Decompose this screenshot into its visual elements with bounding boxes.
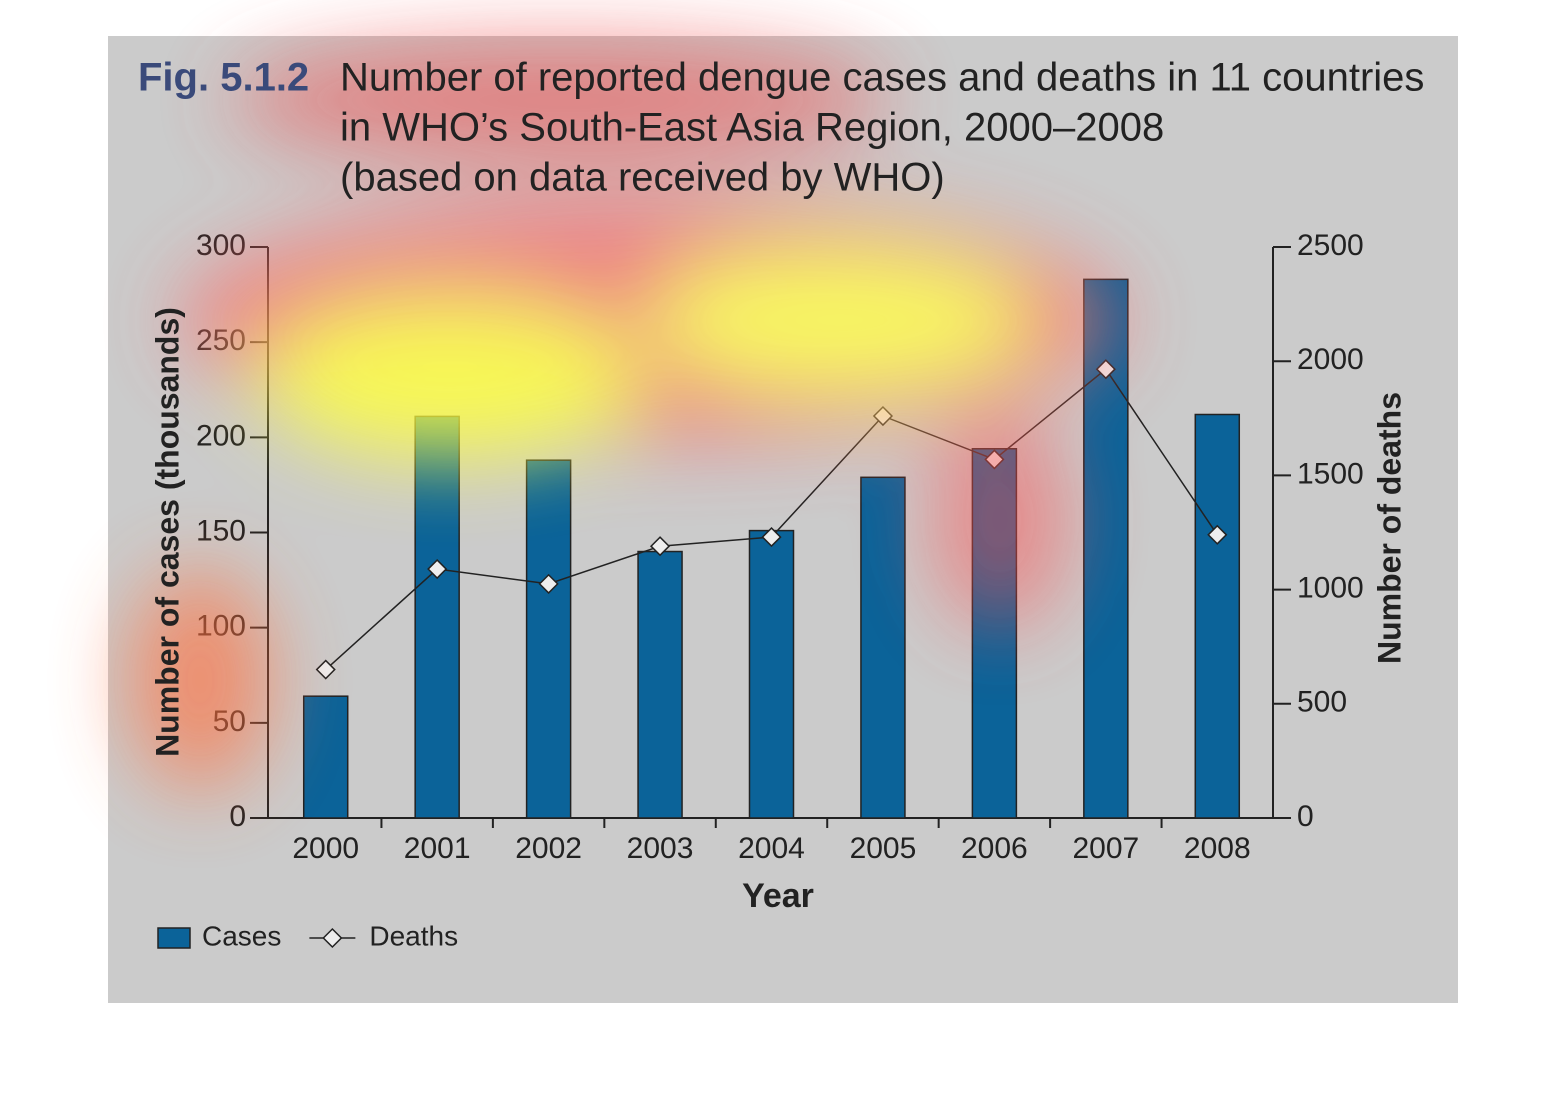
y2-tick-label: 1000: [1297, 572, 1364, 605]
marker: [761, 527, 782, 548]
x-tick-label: 2001: [404, 832, 471, 865]
x-tick-label: 2000: [292, 832, 359, 865]
plot: 0501001502002503000500100015002000250020…: [196, 229, 1364, 865]
chart-title: in WHO’s South-East Asia Region, 2000–20…: [340, 106, 1164, 150]
y2-tick-label: 1500: [1297, 457, 1364, 490]
bar: [637, 550, 683, 819]
legend-label: Cases: [202, 920, 281, 951]
x-tick-label: 2008: [1184, 832, 1251, 865]
chart-title: (based on data received by WHO): [340, 156, 945, 200]
y-tick-label: 0: [229, 800, 246, 833]
x-tick-label: 2005: [850, 832, 917, 865]
heatmap-blob: [260, 300, 640, 460]
bar: [748, 529, 795, 819]
legend-label: Deaths: [369, 920, 458, 951]
x-axis-label: Year: [742, 877, 814, 915]
marker: [427, 558, 448, 580]
y2-axis-label: Number of deaths: [1371, 392, 1407, 664]
y-axis-label: Number of cases (thousands): [149, 307, 185, 757]
heatmap: [130, 40, 1120, 790]
legend-swatch: [157, 927, 191, 949]
y2-tick-label: 2500: [1297, 229, 1364, 262]
marker: [1207, 524, 1228, 545]
bar: [414, 415, 460, 819]
x-tick-label: 2004: [738, 832, 805, 865]
heatmap-blob: [130, 570, 270, 790]
marker: [315, 659, 336, 680]
heatmap-blob: [230, 40, 890, 160]
marker: [1095, 359, 1116, 380]
y2-tick-label: 2000: [1297, 343, 1364, 376]
bar: [860, 476, 906, 819]
x-tick-label: 2006: [961, 832, 1028, 865]
heatmap-blob: [650, 250, 1030, 390]
marker: [649, 536, 671, 557]
y2-tick-label: 0: [1297, 800, 1314, 833]
x-tick-label: 2007: [1072, 832, 1139, 865]
figure-label: Fig. 5.1.2: [138, 56, 309, 100]
y-tick-label: 150: [196, 514, 246, 547]
bar: [1194, 413, 1241, 819]
heatmap-blob: [930, 410, 1070, 630]
chart-title: Number of reported dengue cases and deat…: [340, 56, 1424, 100]
x-tick-label: 2003: [627, 832, 694, 865]
bar: [302, 695, 349, 819]
legend-swatch: [322, 927, 343, 949]
y-tick-label: 200: [196, 419, 246, 452]
marker: [538, 573, 559, 594]
x-tick-label: 2002: [515, 832, 582, 865]
y2-tick-label: 500: [1297, 686, 1347, 719]
y-tick-label: 300: [196, 229, 246, 262]
bar: [525, 459, 572, 819]
